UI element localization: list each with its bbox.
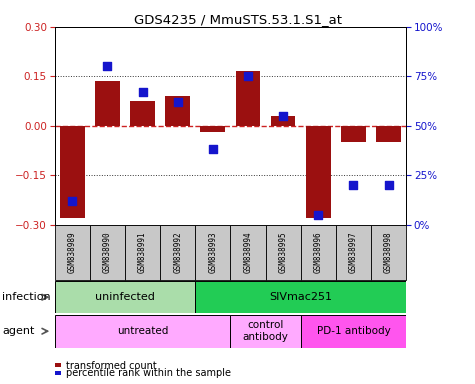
Text: GSM838996: GSM838996 <box>314 232 323 273</box>
Bar <box>55 315 230 348</box>
Bar <box>160 225 195 280</box>
Bar <box>60 126 85 218</box>
Bar <box>195 225 230 280</box>
Text: agent: agent <box>2 326 35 336</box>
Text: control
antibody: control antibody <box>243 320 288 342</box>
Bar <box>90 225 125 280</box>
Text: GSM838990: GSM838990 <box>103 232 112 273</box>
Text: GSM838995: GSM838995 <box>279 232 287 273</box>
Point <box>139 89 146 95</box>
Point <box>350 182 357 188</box>
Point <box>279 113 287 119</box>
Text: SIVmac251: SIVmac251 <box>269 292 332 302</box>
Bar <box>236 71 260 126</box>
Bar <box>55 281 195 313</box>
Text: GSM838989: GSM838989 <box>68 232 76 273</box>
Point <box>385 182 392 188</box>
Bar <box>336 225 371 280</box>
Text: infection: infection <box>2 292 51 302</box>
Bar <box>301 315 406 348</box>
Text: GSM838997: GSM838997 <box>349 232 358 273</box>
Bar <box>230 315 301 348</box>
Text: percentile rank within the sample: percentile rank within the sample <box>66 368 231 378</box>
Text: transformed count: transformed count <box>66 361 157 371</box>
Bar <box>165 96 190 126</box>
Point <box>68 198 76 204</box>
Bar <box>130 101 155 126</box>
Text: GSM838991: GSM838991 <box>138 232 147 273</box>
Text: GSM838993: GSM838993 <box>209 232 217 273</box>
Text: GSM838998: GSM838998 <box>384 232 393 273</box>
Point <box>314 212 322 218</box>
Bar <box>230 225 266 280</box>
Point <box>244 73 252 79</box>
Point <box>209 146 217 152</box>
Text: uninfected: uninfected <box>95 292 155 302</box>
Point <box>104 63 111 70</box>
Text: PD-1 antibody: PD-1 antibody <box>316 326 390 336</box>
Bar <box>266 225 301 280</box>
Point <box>174 99 181 105</box>
Bar <box>376 126 401 142</box>
Bar <box>271 116 295 126</box>
Text: GDS4235 / MmuSTS.53.1.S1_at: GDS4235 / MmuSTS.53.1.S1_at <box>133 13 342 26</box>
Bar <box>95 81 120 126</box>
Bar <box>306 126 331 218</box>
Bar <box>371 225 406 280</box>
Bar <box>341 126 366 142</box>
Text: GSM838994: GSM838994 <box>244 232 252 273</box>
Bar <box>55 225 90 280</box>
Text: untreated: untreated <box>117 326 168 336</box>
Bar <box>301 225 336 280</box>
Bar <box>195 281 406 313</box>
Bar <box>200 126 225 132</box>
Text: GSM838992: GSM838992 <box>173 232 182 273</box>
Bar <box>125 225 160 280</box>
